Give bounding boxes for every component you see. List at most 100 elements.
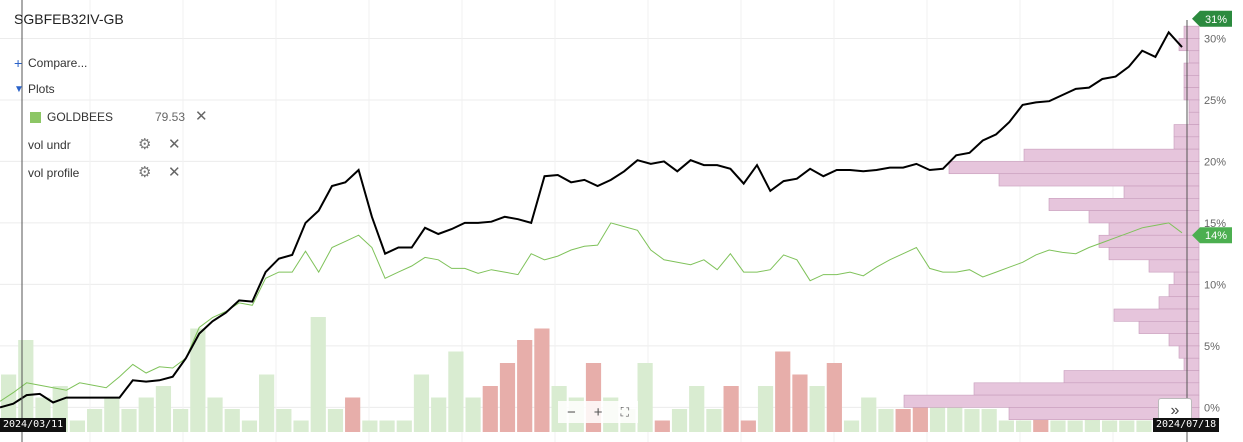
- vol-profile-label: vol profile: [28, 166, 80, 180]
- price-lines: [0, 30, 1183, 409]
- y-tick-label: 30%: [1204, 33, 1226, 45]
- series-line: [0, 222, 1183, 402]
- volume-bar: [207, 397, 223, 432]
- profile-bar: [1178, 345, 1200, 359]
- y-tick-label: 5%: [1204, 341, 1220, 353]
- series-line: [0, 30, 1183, 409]
- volume-bar: [1101, 420, 1118, 432]
- volume-bar: [723, 386, 739, 432]
- last-value-main-bg: [1192, 10, 1232, 27]
- volume-bar: [1015, 420, 1032, 432]
- volume-bar: [276, 409, 292, 432]
- goldbees-name: GOLDBEES: [47, 110, 114, 124]
- vol-profile-settings-button[interactable]: ⚙: [138, 163, 151, 181]
- volume-bar: [482, 386, 498, 432]
- volume-bar: [362, 420, 378, 432]
- vol-undr-label: vol undr: [28, 138, 71, 152]
- compare-row[interactable]: + Compare...: [14, 55, 87, 71]
- profile-bar: [1168, 333, 1200, 347]
- volume-bar: [448, 351, 464, 432]
- volume-bar: [379, 420, 395, 432]
- plot-item-vol-profile[interactable]: vol profile: [28, 166, 79, 180]
- remove-vol-undr-button[interactable]: ✕: [168, 135, 181, 153]
- plot-item-vol-undr[interactable]: vol undr: [28, 138, 71, 152]
- volume-bar: [689, 386, 705, 432]
- volume-bar: [861, 397, 877, 432]
- profile-bar: [948, 161, 1200, 175]
- vol-undr-settings-button[interactable]: ⚙: [138, 135, 151, 153]
- y-tick-label: 15%: [1204, 218, 1226, 230]
- volume-bar: [87, 409, 103, 432]
- profile-bar: [1183, 75, 1200, 88]
- goldbees-swatch: [30, 111, 41, 123]
- profile-bar: [1188, 50, 1200, 64]
- profile-bar: [903, 394, 1200, 408]
- profile-bar: [1098, 234, 1200, 248]
- volume-bars: [1, 317, 1186, 432]
- zoom-controls: − + ⛶: [558, 401, 638, 423]
- volume-bar: [327, 409, 344, 432]
- profile-bar: [1168, 284, 1200, 298]
- close-icon[interactable]: ✕: [168, 136, 181, 153]
- volume-bar: [155, 386, 172, 432]
- profile-bar: [1183, 25, 1200, 39]
- plot-item-goldbees[interactable]: GOLDBEES: [30, 110, 113, 124]
- gear-icon[interactable]: ⚙: [138, 136, 152, 153]
- profile-bar: [1183, 357, 1200, 371]
- volume-bar: [241, 420, 258, 432]
- last-value-compare: 14%: [1205, 230, 1227, 242]
- volume-bar: [1050, 420, 1066, 432]
- volume-bar: [465, 397, 481, 432]
- volume-bar: [654, 420, 670, 432]
- volume-profile: [903, 25, 1200, 421]
- volume-bar: [843, 420, 860, 432]
- end-date-badge: 2024/07/18: [1153, 418, 1220, 432]
- y-tick-label: 0%: [1204, 402, 1220, 414]
- volume-bar: [310, 317, 326, 432]
- volume-bar: [534, 328, 550, 432]
- profile-bar: [1183, 87, 1200, 101]
- minus-icon[interactable]: −: [567, 403, 576, 421]
- y-axis: 0% 5% 10% 15% 20% 25% 30%: [1204, 33, 1226, 414]
- volume-bar: [121, 409, 137, 432]
- fullscreen-icon[interactable]: ⛶: [620, 404, 629, 419]
- volume-bar: [224, 409, 240, 432]
- volume-bar: [1, 374, 17, 432]
- volume-bar: [173, 409, 189, 432]
- volume-bar: [792, 374, 808, 432]
- profile-bar: [1138, 321, 1200, 334]
- profile-bar: [1108, 247, 1200, 261]
- remove-vol-profile-button[interactable]: ✕: [168, 163, 181, 181]
- y-tick-label: 10%: [1204, 279, 1226, 291]
- gear-icon[interactable]: ⚙: [138, 164, 152, 181]
- profile-bar: [1183, 62, 1200, 76]
- triangle-down-icon: ▼: [14, 83, 24, 95]
- profile-bar: [1063, 370, 1200, 384]
- volume-bar: [964, 409, 980, 432]
- plots-row[interactable]: ▼ Plots: [14, 82, 55, 96]
- profile-bar: [998, 173, 1200, 187]
- volume-bar: [293, 420, 309, 432]
- plus-icon[interactable]: +: [593, 403, 603, 421]
- volume-bar: [104, 397, 120, 432]
- volume-bar: [998, 420, 1014, 432]
- double-chevron-right-icon: »: [1170, 402, 1180, 419]
- profile-bar: [1148, 259, 1200, 273]
- volume-bar: [775, 351, 791, 432]
- volume-bar: [259, 374, 275, 432]
- y-tick-label: 25%: [1204, 95, 1226, 107]
- close-icon[interactable]: ✕: [195, 108, 208, 125]
- volume-bar: [517, 340, 533, 432]
- volume-bar: [413, 374, 430, 432]
- close-icon[interactable]: ✕: [168, 164, 181, 181]
- volume-bar: [345, 397, 361, 432]
- remove-goldbees-button[interactable]: ✕: [195, 107, 208, 125]
- volume-bar: [138, 397, 154, 432]
- profile-bar: [1048, 198, 1200, 211]
- volume-bar: [190, 328, 206, 432]
- profile-bar: [1123, 185, 1200, 199]
- volume-bar: [1136, 420, 1152, 432]
- volume-bar: [757, 386, 774, 432]
- volume-bar: [895, 409, 911, 432]
